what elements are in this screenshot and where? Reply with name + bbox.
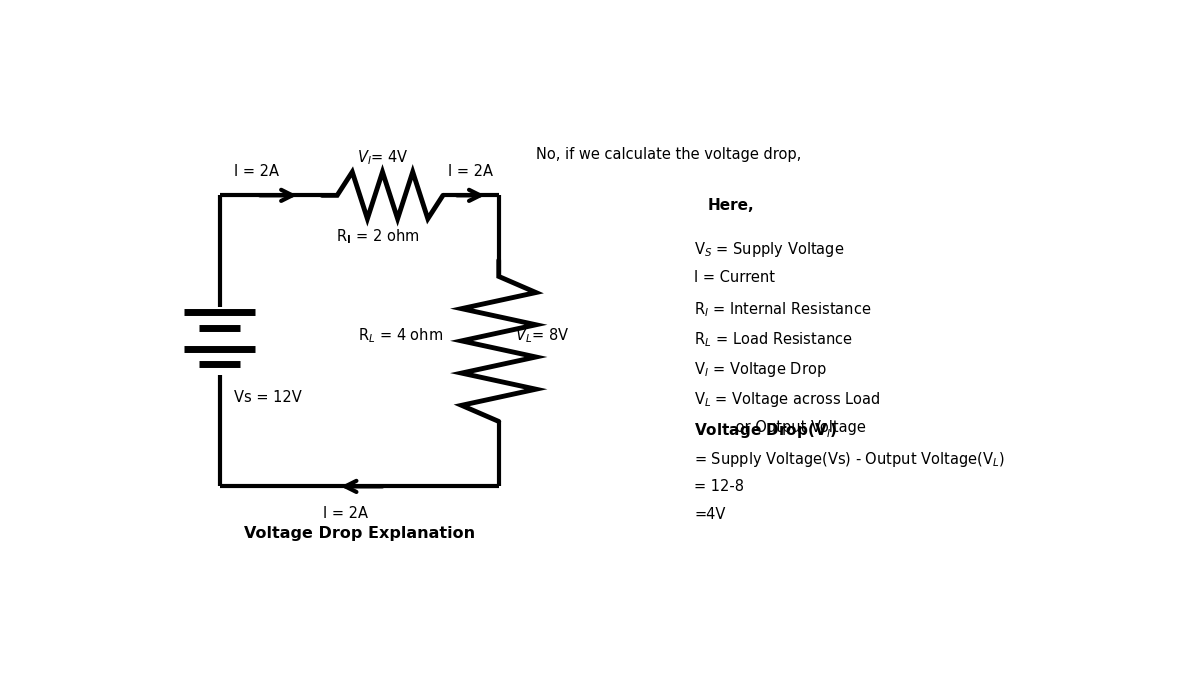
- Text: R$_I$ = Internal Resistance: R$_I$ = Internal Resistance: [694, 300, 871, 319]
- Text: = 12-8: = 12-8: [694, 479, 744, 493]
- Text: or Output Voltage: or Output Voltage: [694, 421, 866, 435]
- Text: V$_I$ = Voltage Drop: V$_I$ = Voltage Drop: [694, 360, 827, 379]
- Text: R$_L$ = Load Resistance: R$_L$ = Load Resistance: [694, 330, 853, 349]
- Text: I = 2A: I = 2A: [323, 506, 367, 521]
- Text: $V_I$= 4V: $V_I$= 4V: [356, 148, 408, 167]
- Text: Voltage Drop Explanation: Voltage Drop Explanation: [244, 526, 475, 541]
- Text: Voltage Drop(V$_I$): Voltage Drop(V$_I$): [694, 421, 838, 440]
- Text: No, if we calculate the voltage drop,: No, if we calculate the voltage drop,: [536, 146, 802, 161]
- Text: V$_L$ = Voltage across Load: V$_L$ = Voltage across Load: [694, 390, 881, 409]
- Text: Vs = 12V: Vs = 12V: [234, 390, 301, 405]
- Text: =4V: =4V: [694, 507, 726, 522]
- Text: R$_\mathbf{I}$ = 2 ohm: R$_\mathbf{I}$ = 2 ohm: [336, 227, 420, 246]
- Text: V$_S$ = Supply Voltage: V$_S$ = Supply Voltage: [694, 240, 845, 259]
- Text: R$_L$ = 4 ohm: R$_L$ = 4 ohm: [358, 326, 443, 345]
- Text: I = 2A: I = 2A: [448, 164, 493, 179]
- Text: I = Current: I = Current: [694, 270, 775, 285]
- Text: I = 2A: I = 2A: [234, 164, 278, 179]
- Text: Here,: Here,: [708, 198, 755, 213]
- Text: = Supply Voltage(Vs) - Output Voltage(V$_L$): = Supply Voltage(Vs) - Output Voltage(V$…: [694, 450, 1004, 469]
- Text: $V_L$= 8V: $V_L$= 8V: [516, 326, 570, 345]
